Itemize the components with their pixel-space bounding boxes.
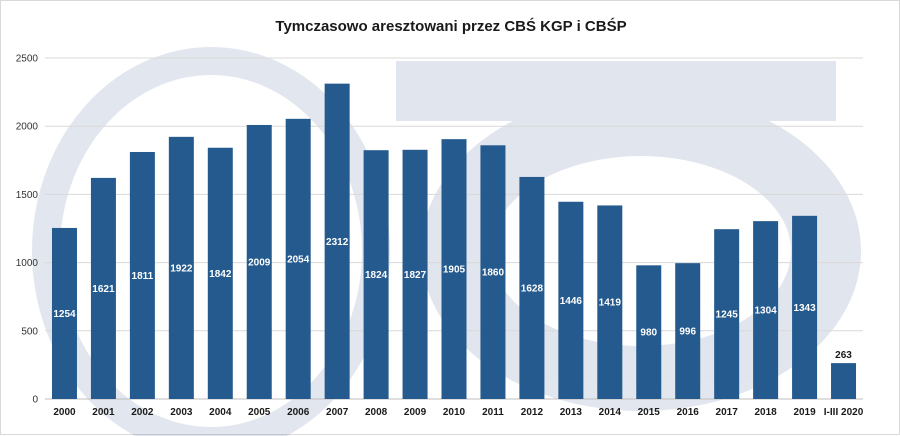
x-tick-label: 2014 — [599, 407, 622, 418]
data-label: 1860 — [482, 268, 505, 279]
y-tick-label: 500 — [21, 326, 38, 337]
y-tick-label: 2000 — [16, 122, 39, 133]
data-label: 1905 — [443, 265, 466, 276]
x-tick-label: 2019 — [793, 407, 816, 418]
y-axis-ticks: 0 500 1000 1500 2000 2500 — [16, 54, 39, 406]
y-tick-label: 2500 — [16, 54, 39, 65]
y-tick-label: 1000 — [16, 258, 39, 269]
bar — [285, 118, 311, 399]
data-label: 1304 — [754, 306, 777, 317]
y-tick-label: 0 — [32, 395, 38, 406]
chart-title: Tymczasowo aresztowani przez CBŚ KGP i C… — [275, 17, 626, 35]
x-tick-label: 2000 — [53, 407, 76, 418]
data-label: 2312 — [326, 237, 349, 248]
data-label: 263 — [835, 350, 852, 361]
x-tick-label: 2006 — [287, 407, 310, 418]
x-tick-label: 2012 — [521, 407, 544, 418]
data-labels: 1254 1621 1811 1922 1842 2009 2054 2312 1824 1827… — [53, 237, 852, 361]
data-label: 1446 — [560, 296, 583, 307]
data-label: 980 — [640, 328, 657, 339]
x-tick-label: 2009 — [404, 407, 427, 418]
bar — [363, 150, 389, 399]
bar — [90, 177, 116, 399]
bar — [51, 227, 77, 399]
data-label: 1628 — [521, 283, 544, 294]
data-label: 1245 — [716, 310, 739, 321]
x-axis-ticks: 2000 2001 2002 2003 2004 2005 2006 2007 2008 2009… — [53, 407, 863, 418]
x-tick-label: 2013 — [560, 407, 583, 418]
data-label: 1824 — [365, 270, 388, 281]
bar — [441, 139, 467, 399]
bars — [51, 83, 857, 400]
x-tick-label: 2015 — [638, 407, 661, 418]
data-label: 2009 — [248, 257, 271, 268]
bar — [519, 176, 545, 399]
bar — [597, 205, 623, 399]
bar — [168, 136, 194, 399]
x-tick-label: 2018 — [754, 407, 777, 418]
data-label: 1922 — [170, 263, 193, 274]
x-tick-label: 2010 — [443, 407, 466, 418]
x-tick-label: 2004 — [209, 407, 232, 418]
data-label: 1343 — [793, 303, 816, 314]
x-tick-label: 2011 — [482, 407, 504, 418]
data-label: 1621 — [92, 284, 115, 295]
bar — [402, 149, 428, 399]
bar — [480, 145, 506, 399]
x-tick-label: 2017 — [716, 407, 739, 418]
bar — [207, 147, 233, 399]
y-tick-label: 1500 — [16, 190, 39, 201]
x-tick-label: 2005 — [248, 407, 271, 418]
x-tick-label: I-III 2020 — [824, 407, 864, 418]
bar — [636, 265, 662, 399]
x-tick-label: 2003 — [170, 407, 193, 418]
bar — [129, 151, 155, 399]
data-label: 2054 — [287, 254, 310, 265]
data-label: 1842 — [209, 269, 232, 280]
data-label: 1827 — [404, 270, 427, 281]
data-label: 1254 — [53, 309, 76, 320]
data-label: 996 — [679, 327, 696, 338]
x-tick-label: 2001 — [92, 407, 115, 418]
x-tick-label: 2008 — [365, 407, 388, 418]
bar — [714, 229, 740, 399]
x-tick-label: 2002 — [131, 407, 154, 418]
bar — [246, 124, 272, 399]
bar — [753, 221, 779, 399]
x-tick-label: 2016 — [677, 407, 700, 418]
bar — [792, 215, 818, 399]
data-label: 1419 — [599, 298, 622, 309]
bar — [558, 201, 584, 399]
data-label: 1811 — [132, 271, 154, 282]
bar — [324, 83, 350, 400]
bar — [831, 363, 857, 399]
x-tick-label: 2007 — [326, 407, 349, 418]
bar — [675, 263, 701, 399]
